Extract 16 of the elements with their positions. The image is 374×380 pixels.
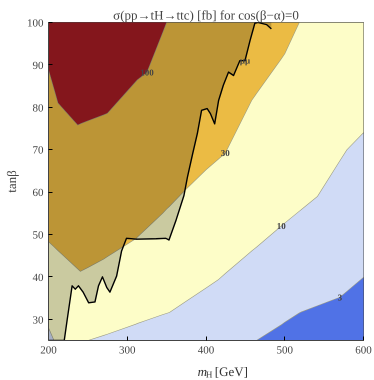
x-tick-label: 600 [355,344,372,356]
x-tick-label: 300 [119,344,136,356]
y-tick-label: 40 [32,272,44,284]
y-tick-label: 30 [32,314,44,326]
chart-title: σ(pp→tH→ttc) [fb] for cos(β−α)=0 [113,8,299,22]
y-tick-label: 100 [27,18,44,30]
x-tick-label: 200 [40,344,58,356]
y-tick-label: 90 [32,60,44,72]
y-axis-title: tanβ [4,170,19,193]
y-tick-label: 60 [32,187,44,200]
x-tick-label: 500 [276,344,294,356]
x-tick-label: 400 [198,344,215,356]
y-tick-label: 50 [32,230,44,242]
annotation: 10 [276,221,286,232]
y-tick-label: 80 [32,102,44,114]
y-tick-label: 70 [32,144,44,157]
